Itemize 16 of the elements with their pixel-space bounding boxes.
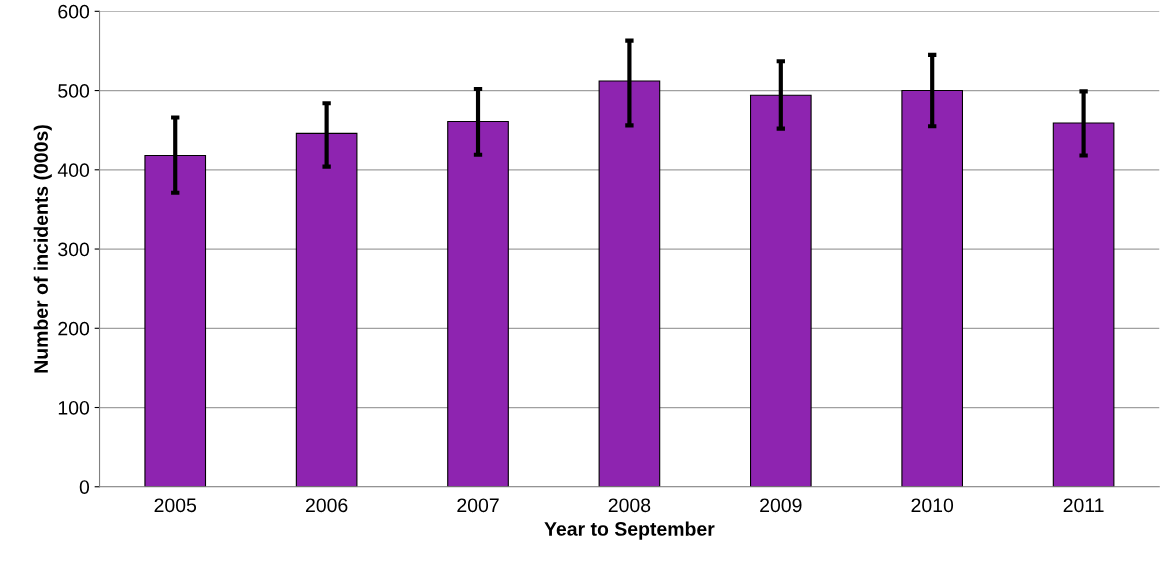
x-tick-label: 2008 [608,498,651,513]
x-tick-label: 2011 [1063,498,1104,513]
x-tick-label: 2007 [457,498,499,513]
y-tick-label: 400 [57,163,90,178]
x-tick-label: 2005 [154,498,197,513]
x-tick-label: 2010 [911,498,954,513]
x-tick-label: 2009 [760,498,802,513]
y-tick-label: 600 [58,4,90,19]
y-tick-label: 100 [58,400,90,415]
y-tick-label: 200 [58,321,90,336]
y-tick-label: 0 [79,480,90,494]
y-tick-label: 300 [58,242,90,257]
x-tick-label: 2006 [305,498,348,513]
y-axis-title: Number of incidents (000s) [33,125,52,373]
x-axis-title: Year to September [544,521,715,540]
y-tick-label: 500 [58,84,90,98]
